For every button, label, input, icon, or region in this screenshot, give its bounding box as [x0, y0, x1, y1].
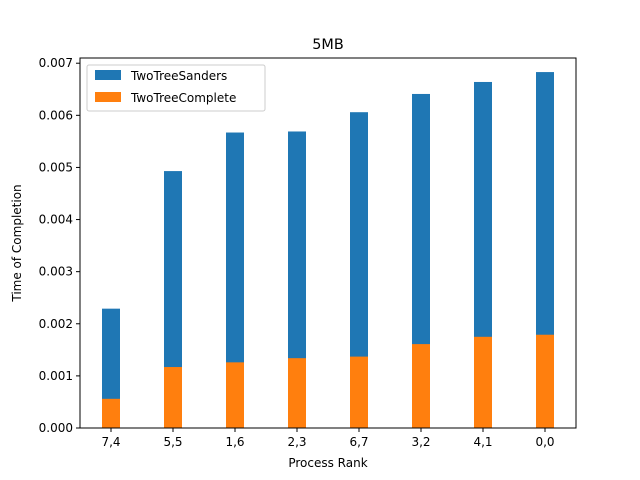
bar-two-tree-sanders-2 — [226, 132, 244, 429]
legend-label-two-tree-sanders: TwoTreeSanders — [130, 69, 227, 83]
bar-two-tree-sanders-3 — [288, 131, 306, 428]
y-tick-label: 0.003 — [39, 265, 73, 279]
y-axis-ticks: 0.000 0.001 0.002 0.003 0.004 0.005 0.006 0.007 — [39, 56, 80, 435]
y-axis-label: Time of Completion — [10, 184, 24, 302]
bar-two-tree-complete-2 — [226, 362, 244, 428]
y-tick-label: 0.004 — [39, 213, 73, 227]
x-tick-label: 2,3 — [287, 435, 306, 449]
x-tick-label: 3,2 — [411, 435, 430, 449]
chart-title: 5MB — [312, 37, 343, 53]
bar-two-tree-sanders-4 — [350, 112, 368, 429]
bar-two-tree-complete-3 — [288, 358, 306, 428]
x-tick-label: 6,7 — [349, 435, 368, 449]
x-tick-label: 0,0 — [535, 435, 554, 449]
x-axis-label: Process Rank — [288, 456, 367, 470]
bar-two-tree-complete-7 — [536, 334, 554, 428]
bar-two-tree-sanders-0 — [102, 308, 120, 428]
x-tick-label: 5,5 — [163, 435, 182, 449]
legend: TwoTreeSanders TwoTreeComplete — [86, 64, 266, 112]
x-tick-label: 4,1 — [473, 435, 492, 449]
bar-two-tree-sanders-1 — [164, 171, 182, 428]
legend-box — [86, 64, 266, 112]
legend-swatch-two-tree-complete — [95, 92, 121, 102]
bar-two-tree-complete-1 — [164, 367, 182, 428]
bar-two-tree-complete-4 — [350, 356, 368, 428]
y-tick-label: 0.001 — [39, 369, 73, 383]
legend-label-two-tree-complete: TwoTreeComplete — [130, 91, 236, 105]
bar-two-tree-complete-6 — [474, 336, 492, 428]
legend-swatch-two-tree-sanders — [95, 70, 121, 80]
x-tick-label: 7,4 — [101, 435, 120, 449]
plot-frame — [79, 57, 577, 429]
bar-two-tree-complete-0 — [102, 398, 120, 428]
y-tick-label: 0.006 — [39, 108, 73, 122]
bars-group — [102, 72, 554, 429]
y-tick-label: 0.002 — [39, 317, 73, 331]
y-tick-label: 0.000 — [39, 421, 73, 435]
x-axis-ticks: 7,4 5,5 1,6 2,3 6,7 3,2 4,1 0,0 — [101, 428, 555, 449]
bar-two-tree-complete-5 — [412, 344, 430, 428]
x-tick-label: 1,6 — [225, 435, 244, 449]
y-tick-label: 0.007 — [39, 56, 73, 70]
y-tick-label: 0.005 — [39, 160, 73, 174]
